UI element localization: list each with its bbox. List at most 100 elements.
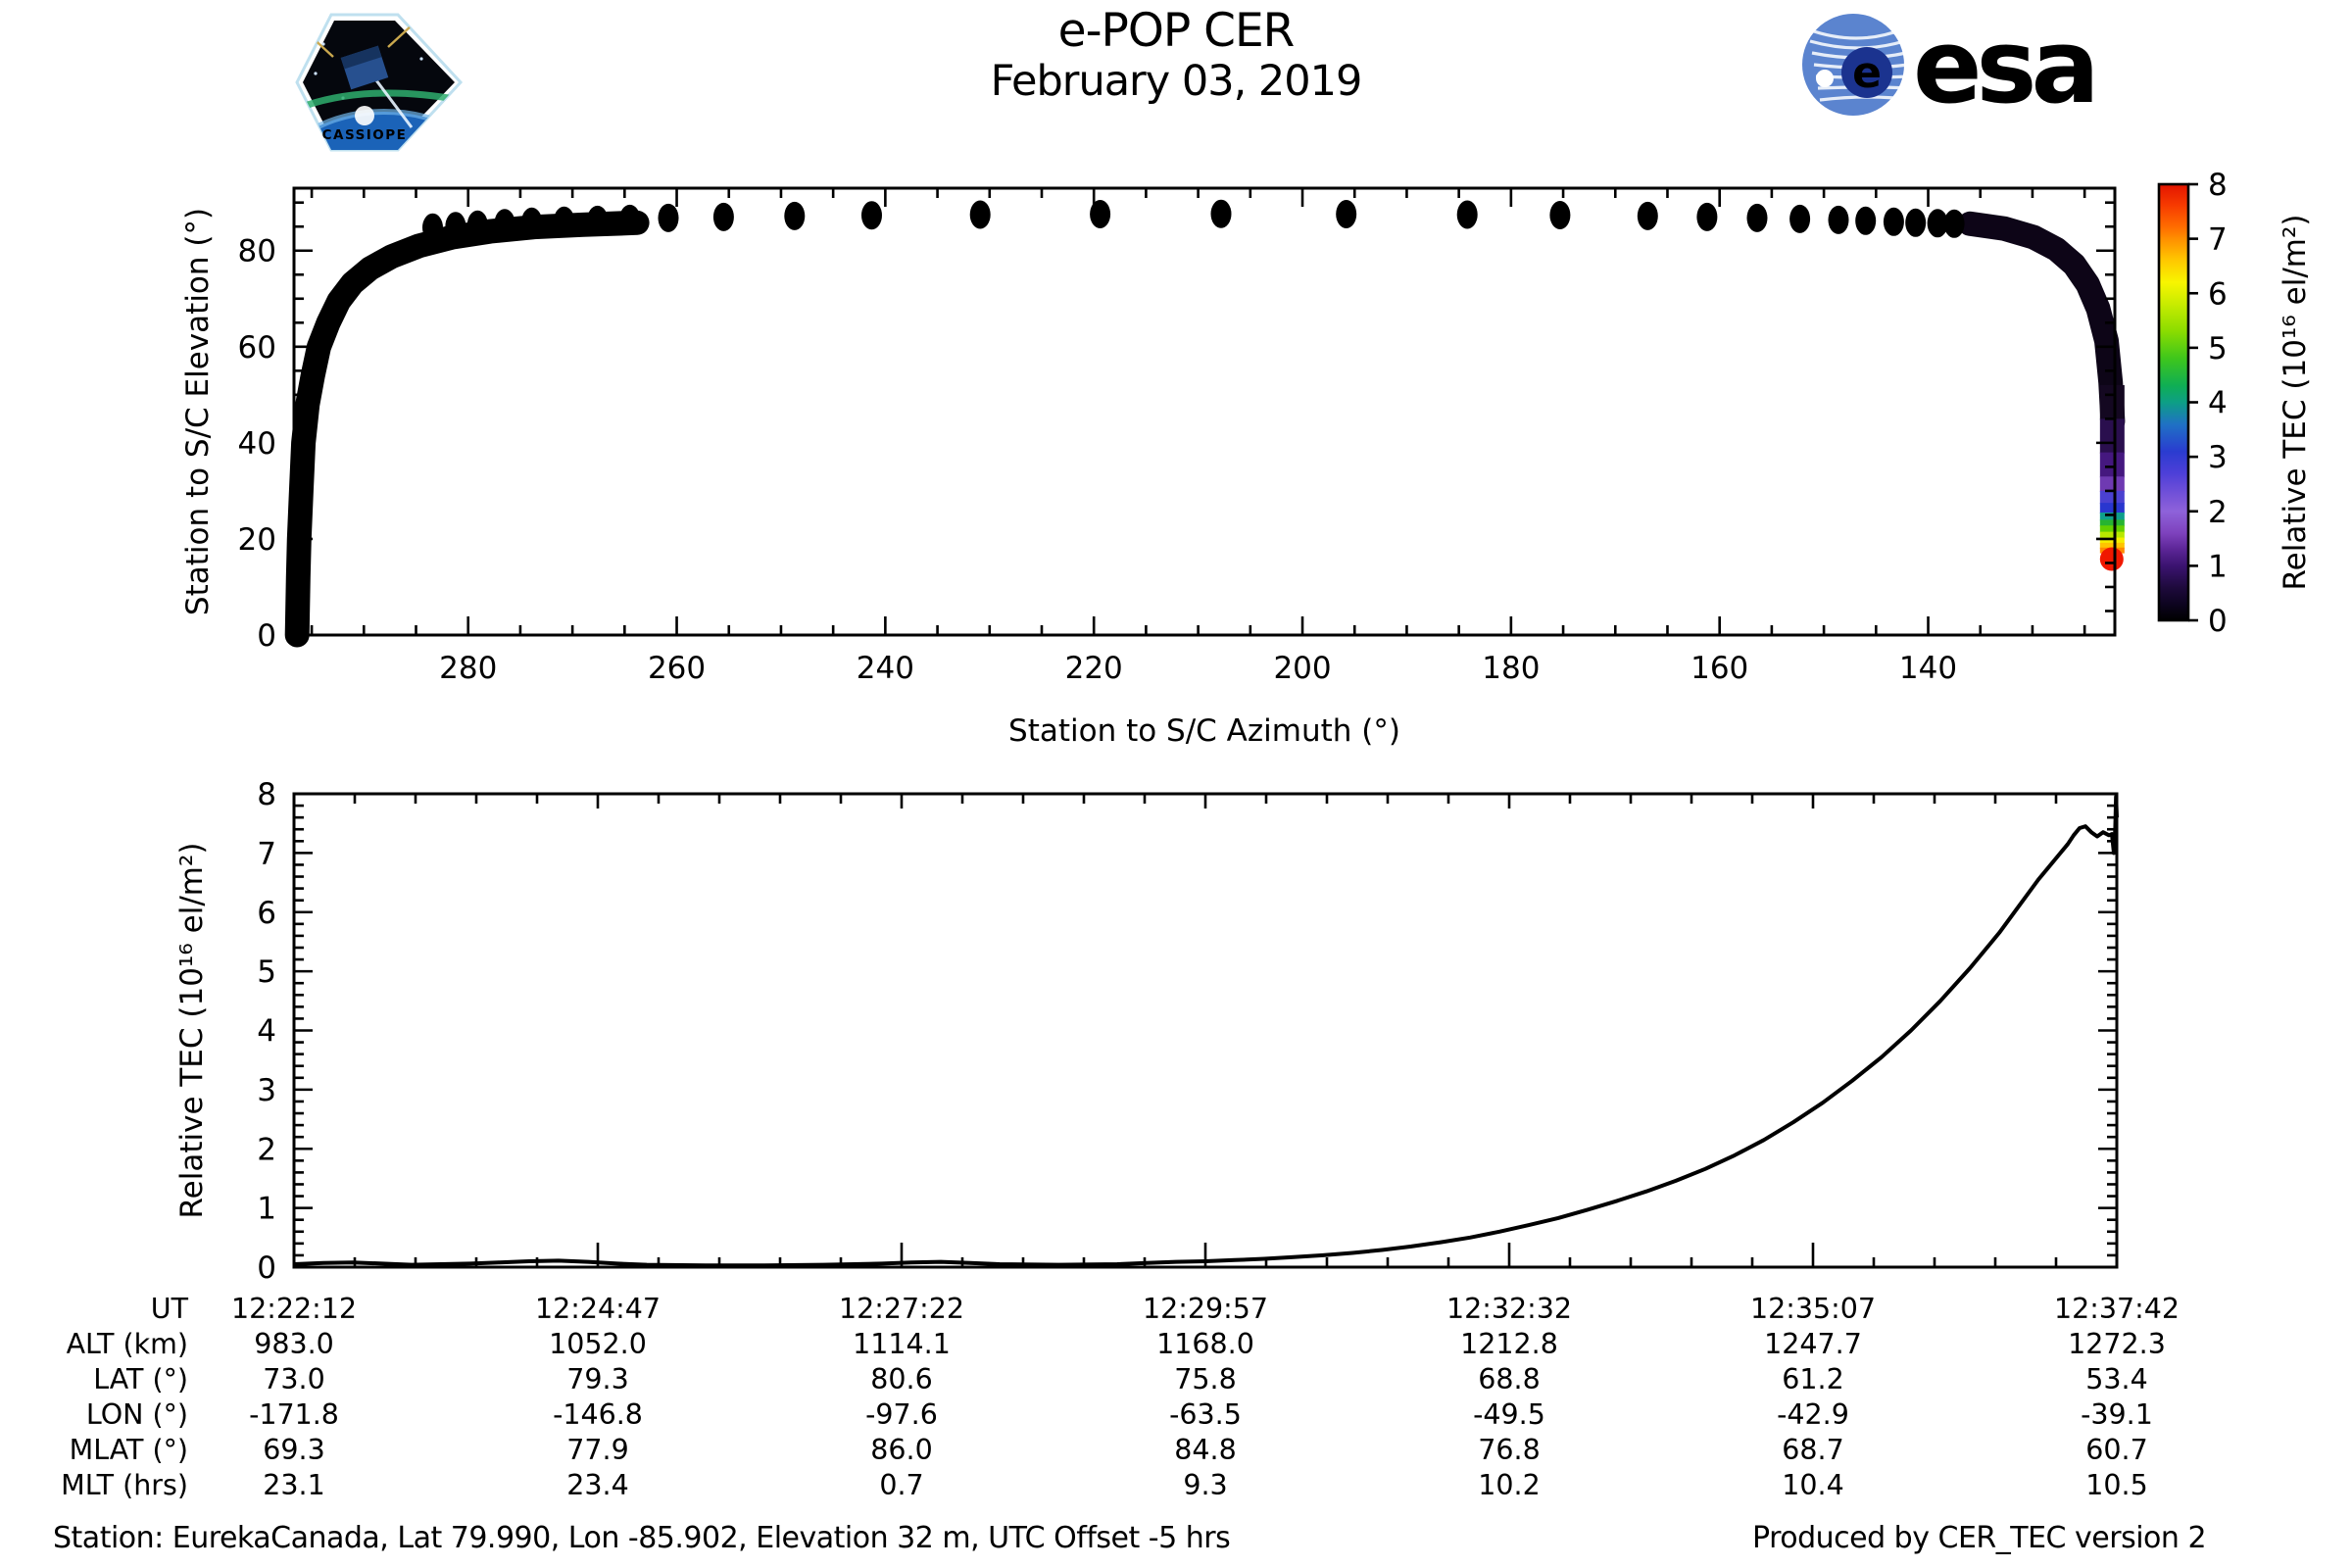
xaxis-cell-value: 1168.0 <box>1156 1328 1254 1360</box>
xaxis-cell-value: 12:29:57 <box>1143 1293 1268 1325</box>
xaxis-row-label: LAT (°) <box>93 1363 188 1396</box>
xaxis-cell-value: 60.7 <box>2085 1434 2147 1466</box>
elevation-set-track <box>1957 211 2126 434</box>
colorbar-tick-label: 3 <box>2208 440 2228 475</box>
scatter-dot <box>712 202 734 231</box>
x-tick-label: 240 <box>857 651 914 686</box>
tec-curve <box>293 795 2119 1268</box>
xaxis-cell-value: 84.8 <box>1174 1434 1236 1466</box>
scatter-dot <box>466 210 488 239</box>
mission-roundel <box>355 106 374 125</box>
xaxis-cell-value: 73.0 <box>263 1363 324 1396</box>
xaxis-cell-value: -42.9 <box>1777 1398 1849 1431</box>
bottom-plot-ylabel: Relative TEC (10¹⁶ el/m²) <box>174 843 210 1219</box>
xaxis-cell-value: 1247.7 <box>1764 1328 1862 1360</box>
y-tick-label: 4 <box>257 1014 276 1050</box>
antenna-boom <box>387 24 413 48</box>
scatter-dot <box>521 207 543 236</box>
xaxis-cell-value: -97.6 <box>865 1398 938 1431</box>
xaxis-cell-value: -63.5 <box>1169 1398 1242 1431</box>
y-tick-label: 6 <box>257 896 276 931</box>
scatter-dot <box>1883 207 1904 236</box>
scatter-dot <box>969 200 991 229</box>
xaxis-cell-value: 69.3 <box>263 1434 324 1466</box>
xaxis-cell-value: 12:37:42 <box>2054 1293 2180 1325</box>
xaxis-cell-value: 53.4 <box>2085 1363 2147 1396</box>
y-tick-label: 3 <box>257 1073 276 1108</box>
scatter-dot <box>619 204 641 233</box>
colorbar-tick-label: 4 <box>2208 386 2228 421</box>
y-tick-label: 2 <box>257 1132 276 1167</box>
colorbar-gradient <box>2159 184 2188 620</box>
xaxis-cell-value: 68.8 <box>1478 1363 1540 1396</box>
xaxis-cell-value: 86.0 <box>870 1434 932 1466</box>
xaxis-cell-value: -146.8 <box>553 1398 643 1431</box>
xaxis-cell-value: 9.3 <box>1183 1469 1227 1501</box>
colorbar-tick-label: 8 <box>2208 168 2228 203</box>
colorbar-tick-label: 2 <box>2208 495 2228 530</box>
scatter-dot <box>1696 202 1718 231</box>
solar-panel <box>340 45 382 70</box>
top-plot-elevation-azimuth <box>284 186 2126 648</box>
xaxis-cell-value: 12:32:32 <box>1446 1293 1572 1325</box>
scatter-dot <box>1789 204 1811 233</box>
x-tick-label: 280 <box>439 651 497 686</box>
xaxis-cell-value: 10.4 <box>1782 1469 1843 1501</box>
tec-end-marker <box>2099 547 2124 571</box>
xaxis-cell-value: 76.8 <box>1478 1434 1540 1466</box>
y-tick-label: 5 <box>257 955 276 990</box>
elevation-rise-track <box>284 210 650 648</box>
x-tick-label: 260 <box>648 651 706 686</box>
xaxis-cell-value: 68.7 <box>1782 1434 1843 1466</box>
overhead-dots <box>422 199 1965 242</box>
page-title: e-POP CER <box>1057 4 1296 58</box>
xaxis-row-label: MLAT (°) <box>70 1434 188 1466</box>
scatter-dot <box>784 201 806 230</box>
scatter-dot <box>587 205 609 234</box>
xaxis-cell-value: -171.8 <box>249 1398 339 1431</box>
colorbar-tick-label: 0 <box>2208 604 2228 639</box>
xaxis-cell-value: 1052.0 <box>549 1328 647 1360</box>
esa-wordmark: esa <box>1913 7 2094 126</box>
scatter-dot <box>422 213 443 242</box>
colorbar-tick-label: 6 <box>2208 276 2228 312</box>
xaxis-cell-value: 12:22:12 <box>231 1293 357 1325</box>
scatter-dot <box>1336 200 1357 228</box>
top-plot-ylabel: Station to S/C Elevation (°) <box>180 208 216 615</box>
star <box>419 57 423 61</box>
xaxis-cell-value: 61.2 <box>1782 1363 1843 1396</box>
xaxis-cell-value: 23.1 <box>263 1469 324 1501</box>
xaxis-row-label: MLT (hrs) <box>61 1469 188 1501</box>
xaxis-cell-value: 10.2 <box>1478 1469 1540 1501</box>
page-subtitle-date: February 03, 2019 <box>990 57 1363 106</box>
scatter-dot <box>1090 200 1111 228</box>
station-info-text: Station: EurekaCanada, Lat 79.990, Lon -… <box>53 1521 1231 1555</box>
y-tick-label: 40 <box>238 426 276 462</box>
y-tick-label: 8 <box>257 777 276 812</box>
xaxis-cell-value: 1272.3 <box>2068 1328 2166 1360</box>
y-tick-label: 20 <box>238 522 276 558</box>
star <box>431 37 435 41</box>
star <box>321 42 325 46</box>
xaxis-row-label: LON (°) <box>86 1398 188 1431</box>
xaxis-cell-value: 80.6 <box>870 1363 932 1396</box>
top-plot-xlabel: Station to S/C Azimuth (°) <box>1008 713 1400 749</box>
scatter-dot <box>1456 200 1478 229</box>
y-tick-label: 7 <box>257 836 276 871</box>
xaxis-cell-value: 10.5 <box>2085 1469 2147 1501</box>
esa-globe-lines <box>1809 39 1905 50</box>
x-tick-label: 180 <box>1482 651 1540 686</box>
scatter-dot <box>1746 203 1768 232</box>
scatter-dot <box>1855 206 1877 235</box>
scatter-dot <box>1927 209 1948 238</box>
y-tick-label: 0 <box>257 618 276 654</box>
y-tick-label: 80 <box>238 234 276 270</box>
x-tick-label: 220 <box>1065 651 1123 686</box>
bottom-plot-tec-time <box>292 792 2119 1269</box>
xaxis-cell-value: -49.5 <box>1473 1398 1545 1431</box>
xaxis-row-label: UT <box>151 1293 189 1325</box>
esa-e-disc <box>1841 47 1892 98</box>
